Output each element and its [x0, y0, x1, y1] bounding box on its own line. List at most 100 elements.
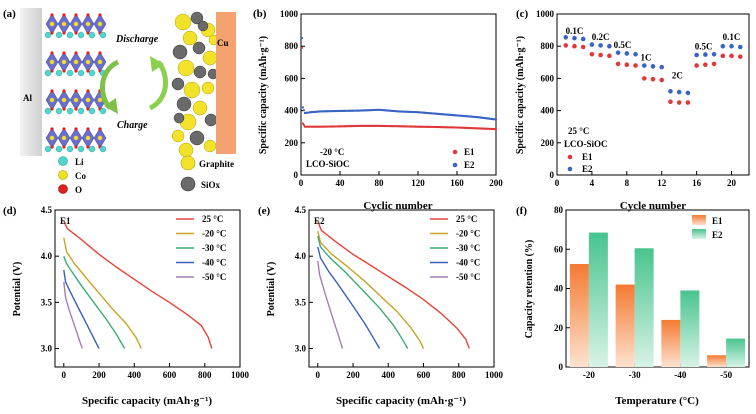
- co-atom: [97, 135, 103, 141]
- discharge-arrowhead-icon: [104, 98, 118, 114]
- data-point-e2: [659, 64, 665, 70]
- x-tick-label: 0: [62, 370, 67, 380]
- electrolyte-tag: E2: [314, 216, 325, 226]
- data-point-e2: [301, 106, 305, 109]
- data-point-e2: [720, 43, 726, 49]
- y-tick-label: 3.0: [41, 344, 53, 354]
- y-tick-label: 1000: [536, 9, 555, 19]
- data-marks: 0.1C 0.2C 0.5C 1C 2C 0.5C 0.1C: [563, 26, 743, 105]
- co-atom: [97, 21, 103, 27]
- siox-particle: [204, 113, 218, 127]
- x-tick-label: 400: [382, 370, 396, 380]
- schematic-panel: (a) Al Discharge Charge Cu Li Co O Graph…: [3, 8, 236, 195]
- data-marks: [569, 232, 746, 367]
- y-axis-title: Potential (V): [266, 262, 277, 317]
- y-axis-title: Specific capacity (mAh·g⁻¹): [258, 36, 269, 154]
- data-point-e1: [641, 76, 647, 81]
- data-point-e1: [589, 51, 595, 57]
- co-atom: [85, 135, 91, 141]
- data-point-e2: [589, 42, 595, 47]
- discharge-label: Discharge: [115, 34, 159, 45]
- li-atom: [88, 107, 96, 115]
- rate-label: 1C: [641, 53, 652, 63]
- annotation-material: LCO-SiOC: [564, 139, 608, 149]
- cu-current-collector: [216, 12, 236, 154]
- o-atom: [62, 107, 66, 111]
- plot-frame: [308, 209, 495, 368]
- annotation-temp: -20 °C: [320, 147, 344, 157]
- panel-label-d: (d): [3, 205, 17, 217]
- li-atom: [66, 31, 74, 39]
- rate-label: 0.1C: [566, 26, 584, 36]
- bar-e2: [726, 338, 746, 367]
- legend-graphite: Graphite: [199, 159, 234, 169]
- legend-marker-e1: [567, 154, 573, 160]
- o-atom: [86, 107, 90, 111]
- curve--40: [63, 269, 100, 349]
- panel-label-a: (a): [3, 8, 16, 20]
- data-point-e2: [668, 88, 673, 94]
- li-atom: [77, 145, 85, 153]
- legend-marker-e2: [567, 166, 573, 172]
- o-atom: [86, 69, 90, 73]
- x-tick-label: 12: [657, 178, 667, 188]
- co-atom: [85, 97, 91, 103]
- co-atom: [49, 59, 55, 65]
- siox-icon: [180, 176, 196, 192]
- data-point-e1: [720, 53, 726, 59]
- legend: 25 °C -20 °C -30 °C -40 °C -50 °C: [430, 214, 480, 282]
- o-atom: [86, 127, 90, 131]
- graphite-particle: [174, 13, 192, 31]
- li-atom: [44, 107, 52, 115]
- li-atom: [66, 145, 74, 153]
- rate-label: 0.5C: [695, 41, 713, 51]
- annotation-temp: 25 °C: [568, 126, 589, 136]
- x-axis-title: Specific capacity (mAh·g⁻¹): [82, 395, 212, 407]
- data-point-e2: [694, 52, 699, 58]
- curve--50: [317, 260, 344, 349]
- y-axis-title: Capacity retention (%): [524, 240, 535, 339]
- data-point-e2: [729, 43, 734, 49]
- axes: 0 200 400 600 800 1000 3.0 3.5 4.0 4.5: [295, 205, 504, 380]
- legend-marker-e1: [452, 149, 458, 155]
- co-atom: [85, 59, 91, 65]
- bar-e1: [707, 355, 727, 367]
- x-tick-label: -20: [583, 370, 595, 380]
- data-point-e1: [624, 62, 630, 68]
- co-atom: [61, 59, 67, 65]
- discharge-e1-panel: (d) 0 200 400 600 800 1000 3.0 3.5 4.0 4.5 E1 25 …: [3, 205, 250, 407]
- data-point-e2: [676, 89, 682, 95]
- bar-e2: [588, 232, 608, 367]
- bar-e2: [680, 290, 700, 367]
- x-tick-label: 400: [128, 370, 142, 380]
- lco-crystal-structure: [44, 13, 107, 153]
- o-atom: [86, 145, 90, 149]
- axes: 0 200 400 600 800 1000 3.0 3.5 4.0 4.5: [41, 205, 250, 380]
- o-atom: [62, 127, 66, 131]
- data-point-e1: [711, 61, 717, 67]
- legend-label: -30 °C: [456, 243, 480, 253]
- retention-bar-panel: (f) 0 20 40 60 80 -20 -30 -40 -50 E1 E2 Temperat…: [516, 205, 750, 407]
- data-point-e2: [494, 118, 498, 121]
- li-atom: [55, 31, 63, 39]
- graphite-particle: [202, 50, 218, 66]
- legend-label: -40 °C: [202, 258, 226, 268]
- annotation-material: LCO-SiOC: [306, 159, 350, 169]
- y-tick-label: 4.0: [295, 251, 307, 261]
- bar-e1: [569, 263, 589, 367]
- li-atom: [77, 107, 85, 115]
- rate-label: 0.2C: [592, 32, 610, 42]
- co-atom: [73, 21, 79, 27]
- o-atom: [74, 51, 78, 55]
- y-tick-label: 4.5: [41, 205, 53, 215]
- al-label: Al: [23, 93, 32, 103]
- x-tick-label: 80: [375, 178, 385, 188]
- curve--30: [317, 235, 409, 349]
- co-atom: [61, 21, 67, 27]
- legend-siox: SiOx: [201, 180, 221, 190]
- data-point-e2: [685, 90, 691, 96]
- o-atom: [50, 145, 54, 149]
- o-atom: [86, 31, 90, 35]
